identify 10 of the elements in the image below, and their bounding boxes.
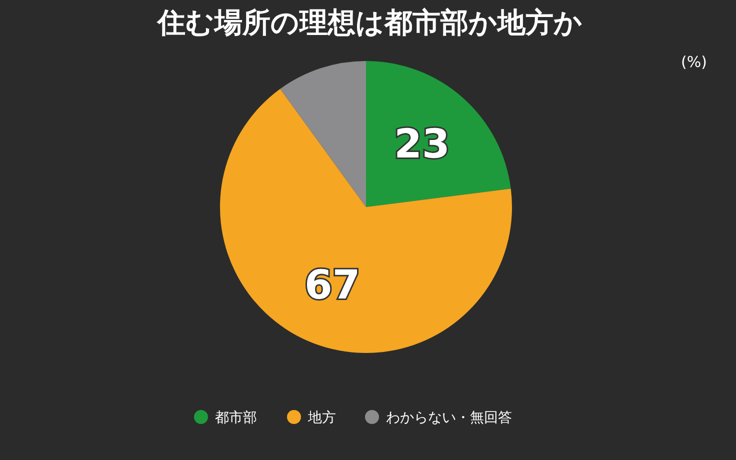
pie-slice <box>280 61 366 207</box>
pie-slice <box>220 88 512 353</box>
pie-slice <box>366 61 511 207</box>
legend-label: わからない・無回答 <box>386 410 512 426</box>
data-label: 23 <box>394 121 450 168</box>
chart-title: 住む場所の理想は都市部か地方か <box>156 6 582 39</box>
text: (%) <box>681 53 707 71</box>
legend-label: 都市部 <box>215 410 257 426</box>
legend-label: 地方 <box>307 410 336 426</box>
data-label: 67 <box>304 262 360 309</box>
